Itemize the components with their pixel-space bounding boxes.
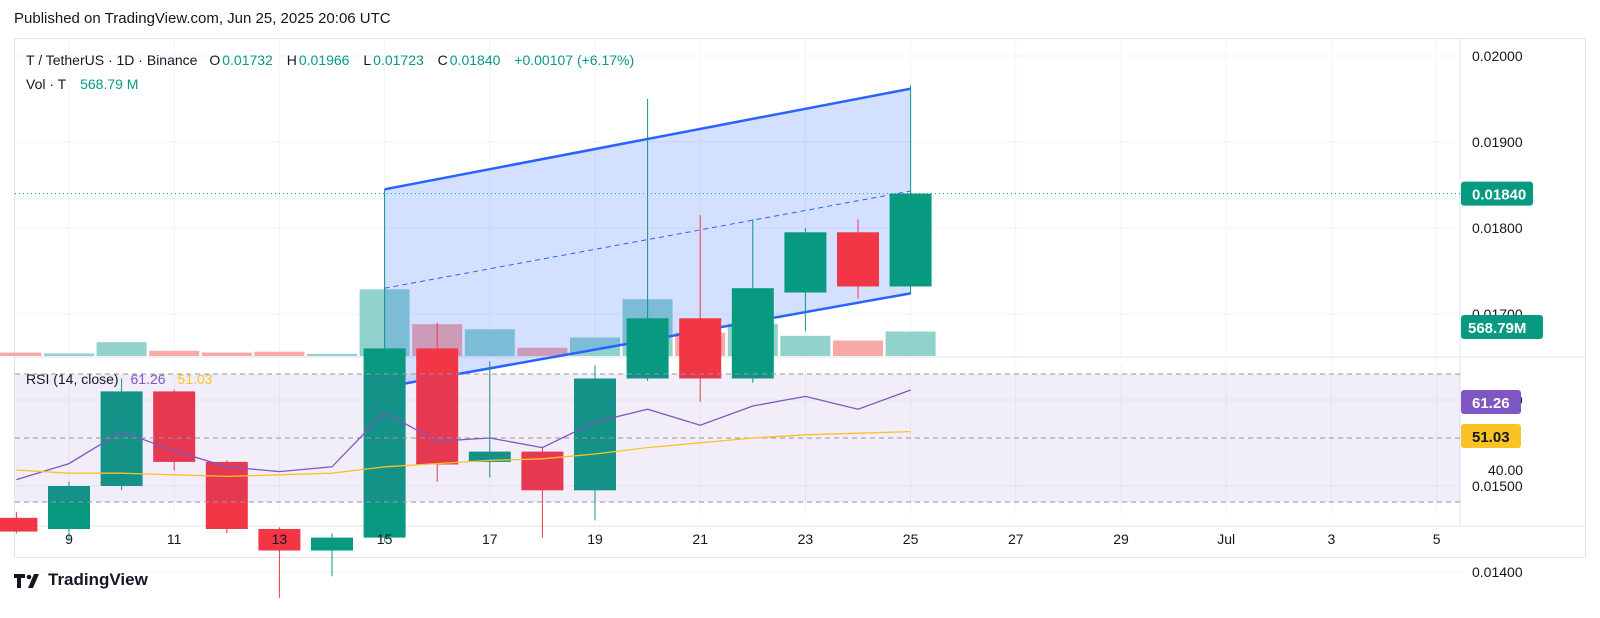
candle-body xyxy=(0,517,38,532)
rsi-line xyxy=(16,389,911,481)
rsi-value: 61.26 xyxy=(130,371,166,387)
volume-key[interactable]: Vol · T xyxy=(26,76,67,92)
tradingview-logo-icon xyxy=(14,574,39,588)
candle-body xyxy=(258,529,301,551)
change-value: +0.00107 (+6.17%) xyxy=(514,52,635,68)
low-value: 0.01723 xyxy=(373,52,424,68)
open-value: 0.01732 xyxy=(222,52,273,68)
time-tick-label: 15 xyxy=(377,531,393,547)
volume-badge xyxy=(1461,315,1543,339)
volume-bar xyxy=(780,335,831,356)
published-caption: Published on TradingView.com, Jun 25, 20… xyxy=(14,10,391,27)
legend-ohlc: T / TetherUS · 1D · Binance O 0.01732 H 0.… xyxy=(26,52,644,68)
volume-bar xyxy=(517,347,568,356)
candle-body xyxy=(205,461,248,529)
time-tick-label: 5 xyxy=(1433,531,1441,547)
tradingview-logo[interactable]: TradingView xyxy=(14,570,148,590)
volume-bar xyxy=(307,353,357,356)
candles xyxy=(0,85,932,598)
volume-bar xyxy=(464,329,515,356)
volume-bar xyxy=(833,340,883,356)
legend-volume: Vol · T 568.79 M xyxy=(26,76,140,92)
rsi-ma-badge-label: 51.03 xyxy=(1472,429,1510,446)
time-tick-label: 27 xyxy=(1008,531,1024,547)
volume-bar xyxy=(885,331,936,356)
price-tick-label: 0.02000 xyxy=(1472,48,1523,64)
candle-body xyxy=(100,391,143,486)
price-tick-label: 0.01500 xyxy=(1472,478,1523,494)
volume-value: 568.79 M xyxy=(80,76,139,92)
time-tick-label: 11 xyxy=(167,531,182,547)
volume-bar xyxy=(0,352,42,356)
rsi-ma-badge xyxy=(1461,424,1521,448)
close-key: C xyxy=(437,52,448,68)
rsi-ma-value: 51.03 xyxy=(177,371,213,387)
close-value: 0.01840 xyxy=(449,52,501,68)
rsi-badge xyxy=(1461,390,1521,414)
time-tick-label: 9 xyxy=(65,531,73,547)
price-axis: 0.020000.019000.018000.017000.016000.015… xyxy=(1461,48,1543,580)
time-tick-label: 3 xyxy=(1328,531,1336,547)
volume-badge-label: 568.79M xyxy=(1468,320,1526,337)
candle-body xyxy=(626,318,669,379)
candle-body xyxy=(363,348,406,538)
channel-midline xyxy=(384,190,911,289)
volume-bar xyxy=(96,342,147,356)
price-tick-label: 0.01900 xyxy=(1472,134,1523,150)
time-tick-label: 29 xyxy=(1113,531,1129,547)
volume-bar xyxy=(44,353,94,356)
low-key: L xyxy=(363,52,372,68)
rsi-pane xyxy=(15,373,1460,503)
candle-body xyxy=(468,451,511,462)
open-key: O xyxy=(209,52,221,68)
legend-rsi: RSI (14, close) 61.26 51.03 xyxy=(26,371,214,387)
time-tick-label: 23 xyxy=(798,531,814,547)
rsi-ma-line xyxy=(16,430,911,478)
high-value: 0.01966 xyxy=(298,52,350,68)
candle-body xyxy=(311,537,353,551)
time-tick-label: 19 xyxy=(587,531,603,547)
last-price-label: 0.01840 xyxy=(1472,187,1526,204)
candle-body xyxy=(784,232,827,293)
tradingview-brand: TradingView xyxy=(48,570,148,589)
candle-body xyxy=(889,193,932,287)
time-tick-label: 21 xyxy=(692,531,708,547)
time-tick-label: 17 xyxy=(482,531,498,547)
candle-body xyxy=(837,232,879,287)
candle-body xyxy=(416,348,459,465)
chart-frame[interactable] xyxy=(14,38,1586,558)
volume-bar xyxy=(149,350,200,356)
volume-bar xyxy=(254,351,305,356)
price-tick-label: 0.01800 xyxy=(1472,220,1523,236)
price-tick-label: 0.01400 xyxy=(1472,564,1523,580)
rsi-badge-label: 61.26 xyxy=(1472,395,1510,412)
time-tick-label: 25 xyxy=(903,531,919,547)
rsi-tick-label: 40.00 xyxy=(1488,462,1523,478)
time-axis: 9 11 13 15 17 19 21 23 25 27 29 Jul 3 5 xyxy=(65,531,1441,547)
time-tick-label: 13 xyxy=(272,531,288,547)
candle-body xyxy=(574,378,616,491)
candle-body xyxy=(679,318,722,379)
last-price-badge xyxy=(1461,181,1533,206)
high-key: H xyxy=(286,52,297,68)
candle-body xyxy=(48,486,90,529)
time-tick-label: Jul xyxy=(1217,531,1235,547)
rsi-key[interactable]: RSI (14, close) xyxy=(26,371,119,387)
symbol-title[interactable]: T / TetherUS · 1D · Binance xyxy=(26,52,198,68)
candle-body xyxy=(731,288,774,379)
volume-bar xyxy=(201,352,252,356)
